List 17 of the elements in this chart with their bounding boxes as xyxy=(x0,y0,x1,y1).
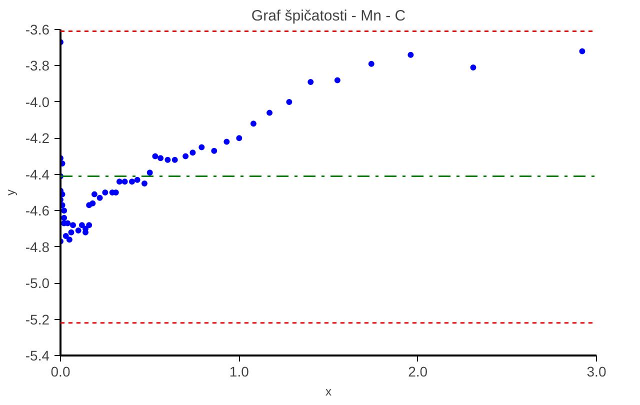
x-axis-title: x xyxy=(326,384,332,398)
y-tick-label: -3.6 xyxy=(25,22,50,38)
y-tick-label: -4.2 xyxy=(25,130,50,146)
x-tick-label: 1.0 xyxy=(229,364,250,380)
y-tick-label: -4.4 xyxy=(25,166,50,182)
x-tick-label: 0.0 xyxy=(50,364,70,380)
y-tick-label: -4.6 xyxy=(25,202,50,219)
y-tick-label: -5.4 xyxy=(25,348,50,364)
y-tick-label: -3.8 xyxy=(25,58,50,74)
chart-title: Graf špičatosti - Mn - C xyxy=(251,8,406,24)
y-axis-title: y xyxy=(3,190,18,196)
x-tick-label: 3.0 xyxy=(586,364,606,380)
y-tick-label: -5.2 xyxy=(25,311,50,328)
x-tick-label: 2.0 xyxy=(408,364,428,380)
y-tick-label: -4.8 xyxy=(25,238,50,255)
y-tick-label: -5.0 xyxy=(25,275,50,292)
y-tick-label: -4.0 xyxy=(25,94,50,110)
